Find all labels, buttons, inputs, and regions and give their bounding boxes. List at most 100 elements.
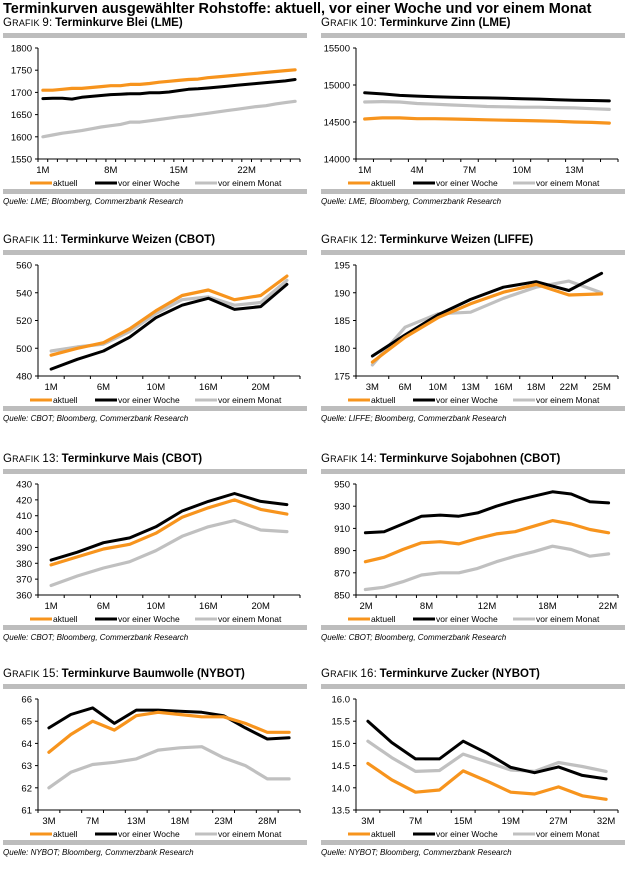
x-tick-label: 10M — [429, 382, 448, 393]
legend-label: vor einer Woche — [436, 614, 498, 624]
chart-panel: GRAFIK 10: Terminkurve Zinn (LME) Quelle:… — [318, 17, 628, 232]
x-tick-label: 7M — [463, 165, 476, 176]
header-divider — [321, 250, 625, 255]
x-tick-label: 6M — [399, 382, 412, 393]
chart-title-text: Terminkurve Zucker (NYBOT) — [379, 668, 540, 680]
y-tick-label: 390 — [16, 543, 32, 554]
header-divider — [321, 33, 625, 38]
legend-label: vor einer Woche — [436, 178, 498, 188]
legend-item-week: vor einer Woche — [95, 829, 180, 839]
y-tick-label: 500 — [16, 344, 32, 355]
chart-title: GRAFIK 10: Terminkurve Zinn (LME) — [321, 17, 510, 29]
x-tick-label: 8M — [104, 165, 117, 176]
footer-divider — [321, 189, 625, 194]
series-line-month — [49, 278, 289, 353]
legend-item-current: aktuell — [348, 829, 396, 839]
legend-item-month: vor einem Monat — [195, 829, 282, 839]
y-tick-label: 890 — [334, 546, 350, 557]
chart-title-text: Terminkurve Mais (CBOT) — [61, 453, 203, 465]
series-line-month — [49, 518, 289, 588]
line-chart: 850 870 890 910 930 950 2M 8M 12M 18M 22M aktuell vo… — [334, 480, 619, 624]
x-tick-label: 16M — [494, 382, 513, 393]
legend-label: vor einer Woche — [118, 829, 180, 839]
legend-label: aktuell — [371, 178, 396, 188]
y-tick-label: 66 — [21, 695, 32, 706]
legend-label: aktuell — [53, 178, 78, 188]
x-tick-label: 1M — [358, 165, 371, 176]
y-tick-label: 15.5 — [332, 717, 351, 728]
figure-label: GRAFIK 10: — [321, 17, 377, 29]
figure-label: GRAFIK 16: — [321, 668, 377, 680]
line-chart: 61 62 63 64 65 66 3M 7M 13M 18M 23M 28M aktuell vor e… — [21, 695, 301, 839]
legend-label: vor einem Monat — [218, 614, 282, 624]
x-tick-label: 7M — [409, 816, 422, 827]
chart-title-text: Terminkurve Blei (LME) — [55, 17, 183, 29]
legend-item-current: aktuell — [30, 395, 78, 405]
footer-divider — [321, 625, 625, 630]
line-chart: 480 500 520 540 560 1M 6M 10M 16M 20M aktuell vor e… — [16, 261, 301, 405]
legend-label: vor einer Woche — [436, 829, 498, 839]
figure-label: GRAFIK 14: — [321, 453, 377, 465]
x-tick-label: 20M — [251, 382, 270, 393]
y-tick-label: 180 — [334, 344, 350, 355]
legend-label: vor einer Woche — [118, 178, 180, 188]
y-tick-label: 1700 — [11, 88, 32, 99]
chart-title: GRAFIK 14: Terminkurve Sojabohnen (CBOT) — [321, 453, 560, 465]
legend-label: aktuell — [53, 614, 78, 624]
series-line-current — [49, 274, 289, 357]
x-tick-label: 32M — [597, 816, 616, 827]
x-tick-label: 6M — [97, 601, 110, 612]
y-tick-label: 400 — [16, 527, 32, 538]
y-tick-label: 410 — [16, 511, 32, 522]
header-divider — [3, 469, 307, 474]
y-tick-label: 540 — [16, 288, 32, 299]
footer-divider — [3, 840, 307, 845]
x-tick-label: 12M — [478, 601, 497, 612]
y-tick-label: 195 — [334, 261, 350, 272]
x-tick-label: 7M — [86, 816, 99, 827]
legend-label: aktuell — [371, 829, 396, 839]
x-tick-label: 18M — [538, 601, 557, 612]
y-tick-label: 1650 — [11, 110, 32, 121]
x-tick-label: 6M — [97, 382, 110, 393]
x-tick-label: 22M — [560, 382, 579, 393]
legend-label: aktuell — [371, 395, 396, 405]
header-divider — [321, 684, 625, 689]
series-line-month — [370, 279, 604, 367]
y-tick-label: 930 — [334, 502, 350, 513]
x-tick-label: 22M — [599, 601, 618, 612]
series-line-week — [41, 78, 297, 101]
series-line-month — [41, 99, 297, 139]
line-chart: 1550 1600 1650 1700 1750 1800 1M 8M 15M 22M aktuel… — [11, 44, 301, 188]
legend-item-month: vor einem Monat — [513, 178, 600, 188]
chart-title: GRAFIK 11: Terminkurve Weizen (CBOT) — [3, 234, 215, 246]
figure-label: GRAFIK 13: — [3, 453, 59, 465]
legend-label: vor einem Monat — [536, 829, 600, 839]
y-tick-label: 420 — [16, 495, 32, 506]
y-tick-label: 175 — [334, 372, 350, 383]
source-note: Quelle: LIFFE; Bloomberg, Commerzbank Re… — [321, 414, 507, 423]
x-tick-label: 15M — [169, 165, 188, 176]
legend-label: vor einem Monat — [218, 829, 282, 839]
y-tick-label: 14500 — [324, 118, 350, 129]
legend-label: vor einem Monat — [536, 178, 600, 188]
chart-title: GRAFIK 16: Terminkurve Zucker (NYBOT) — [321, 668, 540, 680]
y-tick-label: 1750 — [11, 66, 32, 77]
legend-item-week: vor einer Woche — [95, 178, 180, 188]
legend-item-month: vor einem Monat — [513, 614, 600, 624]
y-tick-label: 380 — [16, 559, 32, 570]
x-tick-label: 10M — [513, 165, 532, 176]
chart-title-text: Terminkurve Weizen (LIFFE) — [379, 234, 534, 246]
series-line-current — [47, 710, 291, 754]
x-tick-label: 3M — [366, 382, 379, 393]
legend-item-month: vor einem Monat — [195, 395, 282, 405]
chart-panel: GRAFIK 15: Terminkurve Baumwolle (NYBOT)… — [0, 668, 310, 883]
x-tick-label: 10M — [147, 601, 166, 612]
y-tick-label: 1600 — [11, 132, 32, 143]
series-line-week — [363, 91, 611, 103]
figure-label: GRAFIK 11: — [3, 234, 59, 246]
series-line-week — [370, 271, 604, 358]
footer-divider — [3, 189, 307, 194]
y-tick-label: 430 — [16, 480, 32, 491]
x-tick-label: 3M — [361, 816, 374, 827]
